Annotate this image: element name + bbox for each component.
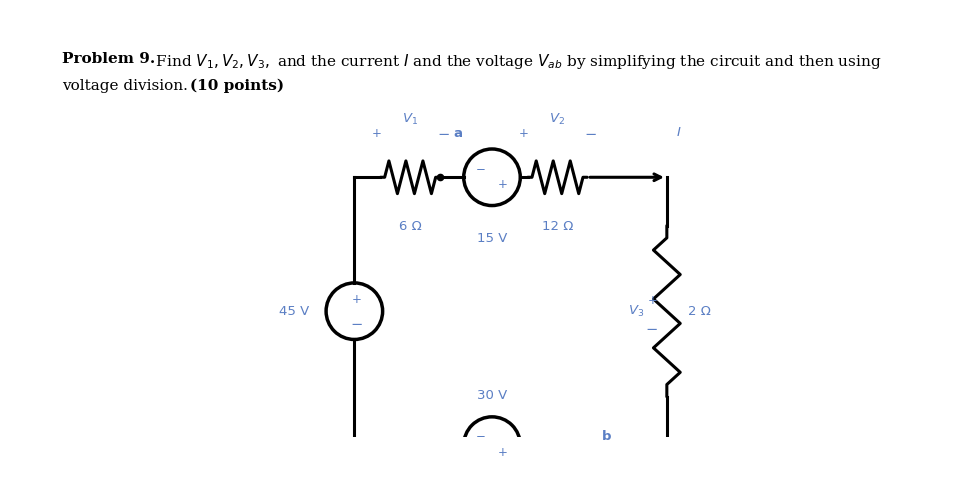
Text: Find $V_1, V_2, V_3,$ and the current $I$ and the voltage $V_{ab}$ by simplifyin: Find $V_1, V_2, V_3,$ and the current $I… (151, 52, 881, 71)
Text: −: − (476, 164, 486, 176)
Text: +: + (519, 127, 529, 140)
Text: −: − (476, 430, 486, 443)
Text: $V_3$: $V_3$ (629, 303, 644, 319)
Text: +: + (351, 293, 362, 306)
Text: Problem 9.: Problem 9. (62, 52, 156, 66)
Text: voltage division.: voltage division. (62, 79, 193, 93)
Text: −: − (350, 317, 363, 332)
Text: −: − (585, 127, 597, 141)
Text: +: + (498, 446, 508, 459)
Text: 45 V: 45 V (279, 305, 310, 318)
Text: +: + (498, 178, 508, 191)
Text: +: + (372, 127, 382, 140)
Text: a: a (453, 127, 463, 140)
Text: $V_1$: $V_1$ (402, 111, 419, 127)
Text: −: − (646, 322, 658, 337)
Text: −: − (438, 127, 450, 141)
Text: 6 Ω: 6 Ω (398, 220, 421, 233)
Text: 12 Ω: 12 Ω (541, 220, 573, 233)
Text: $V_2$: $V_2$ (549, 111, 565, 127)
Text: $I$: $I$ (676, 126, 682, 138)
Text: 2 Ω: 2 Ω (687, 305, 710, 318)
Text: b: b (602, 430, 612, 443)
Text: (10 points): (10 points) (190, 79, 284, 93)
Text: +: + (648, 294, 658, 306)
Text: 30 V: 30 V (477, 389, 507, 402)
Text: 15 V: 15 V (477, 232, 507, 245)
